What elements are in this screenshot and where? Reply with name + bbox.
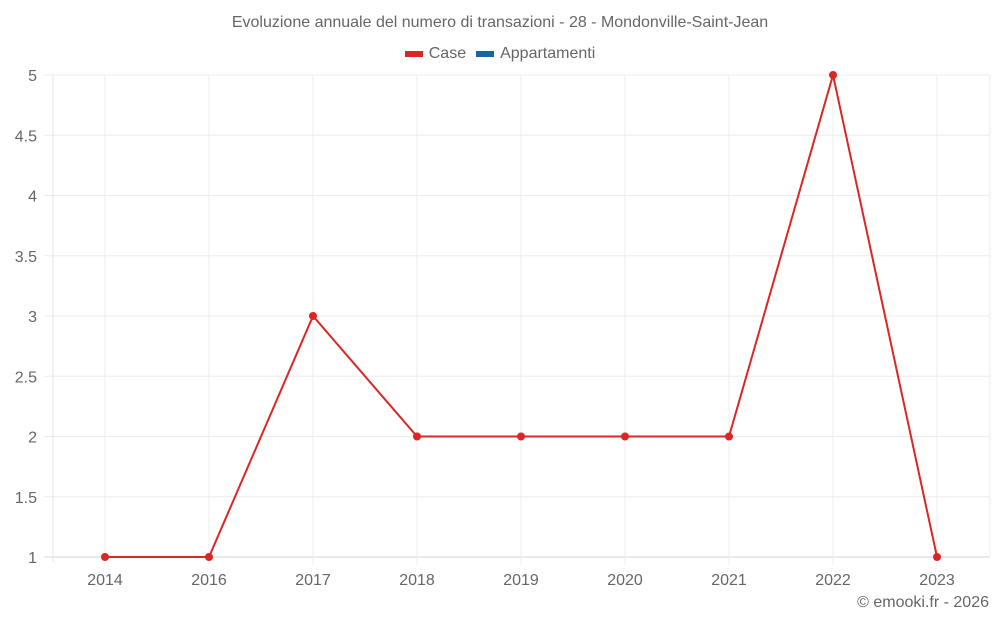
x-tick-label: 2019 [503,572,539,589]
x-tick-label: 2022 [815,572,851,589]
y-tick-label: 1 [28,550,37,567]
legend-label-appartamenti: Appartamenti [500,45,596,62]
chart-title: Evoluzione annuale del numero di transaz… [231,14,769,31]
data-point [621,432,629,441]
legend-swatch-appartamenti [476,51,495,57]
y-tick-label: 2.5 [15,369,37,386]
y-tick-label: 4.5 [15,128,37,145]
y-tick-label: 2 [28,430,37,447]
data-point [309,312,317,320]
data-point [725,432,733,441]
y-tick-label: 5 [28,68,37,85]
x-tick-label: 2016 [191,572,227,589]
x-tick-label: 2018 [399,572,435,589]
data-point [413,432,421,441]
data-point [101,553,109,561]
data-point [517,432,525,441]
x-tick-label: 2021 [711,572,747,589]
x-tick-label: 2017 [295,572,331,589]
x-tick-label: 2020 [607,572,643,589]
legend-item-case[interactable]: Case [404,45,467,63]
copyright-credit: © emooki.fr - 2026 [857,594,989,611]
y-tick-label: 3.5 [15,249,37,266]
data-point [829,71,837,79]
x-tick-label: 2014 [87,572,123,589]
x-tick-label: 2023 [919,572,955,589]
y-tick-label: 3 [28,309,37,326]
y-tick-label: 4 [28,189,37,206]
y-tick-label: 1.5 [15,490,37,507]
data-point [205,553,213,561]
legend-label-case: Case [428,45,467,62]
data-point [933,553,941,561]
legend-swatch-case [404,51,423,57]
legend-item-appartamenti[interactable]: Appartamenti [476,45,595,63]
chart-legend: Case Appartamenti [0,45,1000,63]
